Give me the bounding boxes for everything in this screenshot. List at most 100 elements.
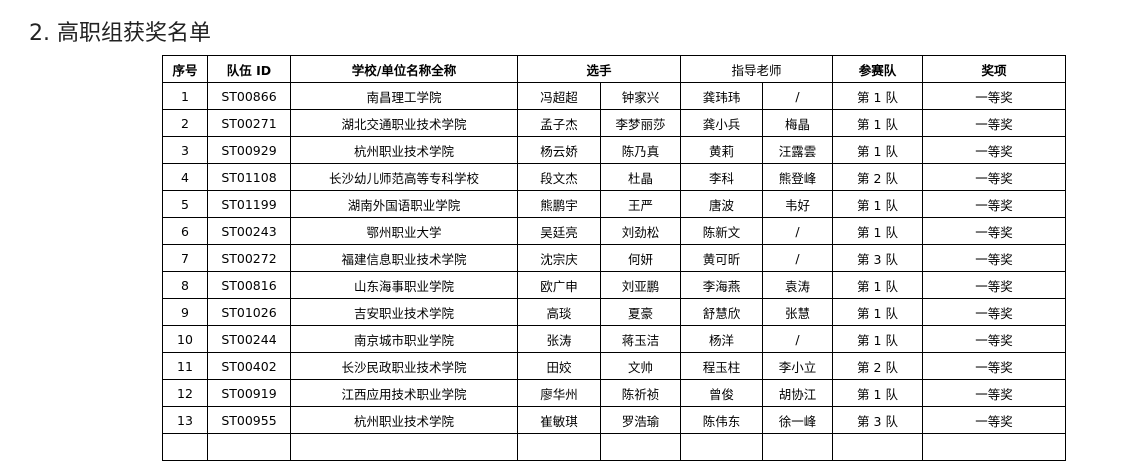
- cell-advisor-1: 黄莉: [680, 136, 763, 164]
- cell-advisor-1: 陈伟东: [680, 406, 763, 434]
- cell-award: 一等奖: [922, 163, 1066, 191]
- empty-cell: [207, 433, 291, 461]
- table-header-row: 序号 队伍 ID 学校/单位名称全称 选手 指导老师 参赛队 奖项: [162, 55, 1066, 83]
- empty-cell: [517, 433, 601, 461]
- empty-cell: [832, 433, 923, 461]
- empty-cell: [680, 433, 763, 461]
- cell-school: 长沙民政职业技术学院: [290, 352, 518, 380]
- table-row: 11 ST00402 长沙民政职业技术学院 田姣 文帅 程玉柱 李小立第 2 队一等奖: [162, 352, 1066, 380]
- cell-advisor-1: 李海燕: [680, 271, 763, 299]
- cell-school: 湖南外国语职业学院: [290, 190, 518, 218]
- cell-school: 杭州职业技术学院: [290, 136, 518, 164]
- cell-advisor-1: 龚小兵: [680, 109, 763, 137]
- header-award: 奖项: [922, 55, 1066, 83]
- cell-player-1: 廖华州: [517, 379, 601, 407]
- header-team: 参赛队: [832, 55, 923, 83]
- cell-award: 一等奖: [922, 298, 1066, 326]
- cell-player-1: 杨云娇: [517, 136, 601, 164]
- cell-school: 福建信息职业技术学院: [290, 244, 518, 272]
- table-row: 10 ST00244 南京城市职业学院 张涛 蒋玉洁 杨洋 / 第 1 队一等奖: [162, 325, 1066, 353]
- cell-team-id: ST00244: [207, 325, 291, 353]
- cell-advisor-2: /: [762, 244, 833, 272]
- cell-team-id: ST01108: [207, 163, 291, 191]
- cell-award: 一等奖: [922, 271, 1066, 299]
- cell-award: 一等奖: [922, 244, 1066, 272]
- cell-team-id: ST00929: [207, 136, 291, 164]
- cell-index: 11: [162, 352, 208, 380]
- cell-school: 南京城市职业学院: [290, 325, 518, 353]
- cell-team: 第 1 队: [832, 271, 923, 299]
- section-title: 2. 高职组获奖名单: [29, 21, 211, 46]
- cell-school: 山东海事职业学院: [290, 271, 518, 299]
- cell-advisor-2: 徐一峰: [762, 406, 833, 434]
- cell-team-id: ST00866: [207, 82, 291, 110]
- cell-team: 第 1 队: [832, 217, 923, 245]
- cell-advisor-2: 李小立: [762, 352, 833, 380]
- cell-school: 吉安职业技术学院: [290, 298, 518, 326]
- cell-advisor-2: 梅晶: [762, 109, 833, 137]
- cell-team-id: ST00271: [207, 109, 291, 137]
- cell-school: 南昌理工学院: [290, 82, 518, 110]
- cell-player-2: 陈祈祯: [600, 379, 681, 407]
- cell-school: 杭州职业技术学院: [290, 406, 518, 434]
- cell-school: 江西应用技术职业学院: [290, 379, 518, 407]
- cell-advisor-2: 袁涛: [762, 271, 833, 299]
- cell-award: 一等奖: [922, 352, 1066, 380]
- cell-advisor-1: 舒慧欣: [680, 298, 763, 326]
- table-row: 4 ST01108 长沙幼儿师范高等专科学校 段文杰 杜晶 李科 熊登峰第 2 队一等奖: [162, 163, 1066, 191]
- cell-advisor-1: 程玉柱: [680, 352, 763, 380]
- cell-team: 第 1 队: [832, 298, 923, 326]
- cell-team: 第 1 队: [832, 136, 923, 164]
- cell-award: 一等奖: [922, 190, 1066, 218]
- cell-advisor-2: /: [762, 82, 833, 110]
- cell-advisor-1: 龚玮玮: [680, 82, 763, 110]
- cell-team: 第 1 队: [832, 379, 923, 407]
- cell-player-2: 刘劲松: [600, 217, 681, 245]
- header-school: 学校/单位名称全称: [290, 55, 518, 83]
- cell-team: 第 3 队: [832, 406, 923, 434]
- cell-index: 4: [162, 163, 208, 191]
- cell-team: 第 2 队: [832, 163, 923, 191]
- cell-player-1: 田姣: [517, 352, 601, 380]
- table-row: 9 ST01026 吉安职业技术学院 高琰 夏豪 舒慧欣 张慧第 1 队一等奖: [162, 298, 1066, 326]
- cell-team: 第 1 队: [832, 190, 923, 218]
- cell-index: 8: [162, 271, 208, 299]
- cell-player-1: 沈宗庆: [517, 244, 601, 272]
- header-index: 序号: [162, 55, 208, 83]
- cell-player-2: 陈乃真: [600, 136, 681, 164]
- cell-school: 湖北交通职业技术学院: [290, 109, 518, 137]
- cell-index: 10: [162, 325, 208, 353]
- cell-team-id: ST01199: [207, 190, 291, 218]
- cell-player-1: 冯超超: [517, 82, 601, 110]
- table-row: 2 ST00271 湖北交通职业技术学院 孟子杰 李梦丽莎 龚小兵 梅晶第 1 队一等奖: [162, 109, 1066, 137]
- table-row-partial: [162, 433, 1066, 461]
- cell-player-2: 蒋玉洁: [600, 325, 681, 353]
- cell-team-id: ST00272: [207, 244, 291, 272]
- cell-award: 一等奖: [922, 379, 1066, 407]
- cell-advisor-2: 韦好: [762, 190, 833, 218]
- cell-advisor-2: /: [762, 217, 833, 245]
- cell-school: 鄂州职业大学: [290, 217, 518, 245]
- cell-index: 12: [162, 379, 208, 407]
- cell-player-2: 李梦丽莎: [600, 109, 681, 137]
- cell-advisor-1: 曾俊: [680, 379, 763, 407]
- cell-player-2: 文帅: [600, 352, 681, 380]
- cell-team: 第 1 队: [832, 109, 923, 137]
- cell-advisor-1: 李科: [680, 163, 763, 191]
- cell-advisor-2: 张慧: [762, 298, 833, 326]
- cell-advisor-1: 陈新文: [680, 217, 763, 245]
- table-row: 5 ST01199 湖南外国语职业学院 熊鹏宇 王严 唐波 韦好第 1 队一等奖: [162, 190, 1066, 218]
- cell-player-1: 欧广申: [517, 271, 601, 299]
- cell-player-2: 钟家兴: [600, 82, 681, 110]
- cell-advisor-1: 杨洋: [680, 325, 763, 353]
- cell-team-id: ST00243: [207, 217, 291, 245]
- table-row: 3 ST00929 杭州职业技术学院 杨云娇 陈乃真 黄莉 汪露雲第 1 队一等奖: [162, 136, 1066, 164]
- cell-player-1: 段文杰: [517, 163, 601, 191]
- empty-cell: [762, 433, 833, 461]
- table-row: 12 ST00919 江西应用技术职业学院 廖华州 陈祈祯 曾俊 胡协江第 1 队一等奖: [162, 379, 1066, 407]
- table-row: 1 ST00866 南昌理工学院 冯超超 钟家兴 龚玮玮 / 第 1 队一等奖: [162, 82, 1066, 110]
- cell-team: 第 1 队: [832, 82, 923, 110]
- cell-index: 7: [162, 244, 208, 272]
- table-row: 7 ST00272 福建信息职业技术学院 沈宗庆 何妍 黄可昕 / 第 3 队一等奖: [162, 244, 1066, 272]
- cell-award: 一等奖: [922, 82, 1066, 110]
